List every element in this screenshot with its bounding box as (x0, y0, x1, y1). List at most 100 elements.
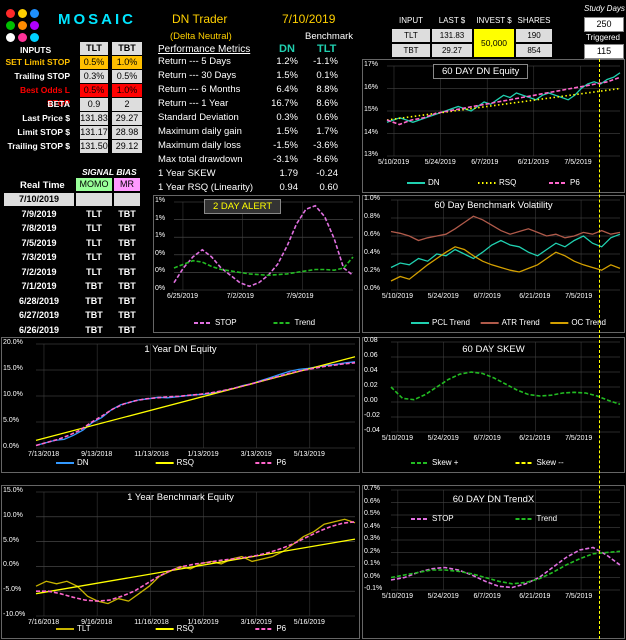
chart-1year-equity: 20.0% 15.0% 10.0% 5.0% 0.0% 7/13/2018 9/13/201… (1, 337, 360, 473)
y-tick-label: 0.2% (364, 547, 380, 555)
series-line-atr-trend (390, 215, 621, 242)
chart-60day-trendx: 0.7% 0.6% 0.5% 0.4% 0.3% 0.2% 0.1% 0.0% -0.1% 5/1… (362, 485, 625, 639)
y-tick-label: 0.08 (364, 337, 378, 344)
input-tlt-field[interactable]: 0.5% (80, 56, 108, 69)
y-tick-label: 5.0% (3, 536, 19, 544)
signal-momo: TBT (85, 281, 103, 291)
chart-1year-benchmark: 15.0% 10.0% 5.0% 0.0% -5.0% -10.0% 7/16/2018 9/… (1, 485, 360, 639)
input-tlt-field: 131.17 (80, 126, 108, 139)
x-tick-label: 5/10/2019 (381, 293, 414, 300)
y-tick-label: 0.7% (364, 485, 380, 492)
y-tick-label: 15% (364, 106, 379, 113)
metric-name: 1 Year RSQ (Linearity) (158, 182, 254, 193)
invest-header: INPUT (399, 16, 423, 25)
signal-momo: TBT (85, 295, 103, 306)
y-tick-label: 0.4% (364, 522, 380, 530)
chart-2day-alert: 1% 1% 1% 0% 0% 0% 6/25/2019 7/2/2019 7/9/2019 2 D… (153, 195, 360, 333)
chart-title: 60 Day Benchmark Volatility (434, 200, 553, 211)
y-tick-label: 1% (155, 197, 166, 204)
triggered-label: Triggered (586, 33, 620, 42)
y-tick-label: 1.0% (364, 195, 380, 202)
x-tick-label: 5/24/2019 (427, 435, 459, 442)
input-tbt-field[interactable]: 0.5% (112, 70, 142, 83)
signal-col-mr: MR (114, 178, 140, 191)
input-tlt-field: 131.50 (80, 140, 108, 153)
metric-dn-value: -1.5% (273, 140, 298, 151)
input-label: BETA (47, 99, 70, 109)
x-tick-label: 7/13/2018 (27, 451, 60, 458)
legend-label: DN (428, 178, 440, 187)
series-line-rsq (386, 87, 621, 121)
metrics-heading: Performance Metrics (158, 44, 251, 55)
series-line-oc-trend (390, 246, 621, 282)
x-tick-label: 1/16/2019 (187, 619, 219, 626)
series-line-rsq (35, 538, 356, 595)
logo-dot (30, 21, 39, 30)
metrics-col-tlt: TLT (317, 43, 337, 55)
x-tick-label: 9/16/2018 (81, 619, 113, 626)
series-line-stop (173, 204, 354, 288)
y-tick-label: 10.0% (3, 391, 23, 398)
input-tbt-field: 28.98 (112, 126, 142, 139)
metric-name: Maximum daily gain (158, 126, 242, 137)
signal-date: 6/27/2019 (18, 310, 60, 320)
input-label: Best Odds L STOP (19, 85, 70, 108)
invest-shares: 190 (516, 29, 552, 42)
signal-mr: TBT (118, 266, 136, 277)
report-date: 7/10/2019 (282, 12, 336, 26)
y-tick-label: 0.00 (364, 397, 378, 404)
chart-plot-area (390, 199, 621, 324)
metric-name: Return --- 6 Months (158, 84, 241, 95)
x-tick-label: 7/9/2019 (286, 293, 314, 300)
x-tick-label: 6/21/2019 (519, 593, 551, 600)
series-line-pcl-trend (390, 233, 621, 269)
x-tick-label: 7/2/2019 (226, 293, 254, 300)
chart-plot-area (386, 65, 621, 184)
signal-momo (76, 193, 112, 206)
metric-tlt-value: 1.7% (316, 126, 338, 137)
y-tick-label: 17% (364, 61, 379, 68)
study-days-value[interactable]: 250 (584, 17, 624, 32)
signal-momo: TLT (86, 252, 102, 262)
input-tlt-field[interactable]: 0.5% (80, 84, 108, 97)
x-tick-label: 5/24/2019 (427, 593, 459, 600)
legend-label: RSQ (499, 178, 517, 187)
metric-tlt-value: 0.6% (316, 112, 338, 123)
input-label: Last Price $ (22, 113, 70, 123)
x-tick-label: 6/21/2019 (519, 293, 551, 300)
input-label: Trailing STOP (14, 71, 70, 81)
metric-name: Max total drawdown (158, 154, 243, 165)
logo-text: MOSAIC (58, 11, 136, 28)
y-tick-label: 0.1% (364, 560, 380, 567)
metric-tlt-value: -8.6% (313, 154, 338, 165)
x-tick-label: 1/13/2019 (187, 451, 219, 458)
metric-dn-value: 0.3% (276, 112, 298, 123)
y-tick-label: 16% (364, 83, 379, 91)
series-line-p6 (386, 76, 621, 126)
chart-title: 60 DAY DN Equity (433, 64, 529, 79)
chart-60day-skew: 0.08 0.06 0.04 0.02 0.00 -0.02 -0.04 5/10/2019 5… (362, 337, 625, 473)
strategy-subtitle: (Delta Neutral) (170, 31, 232, 42)
input-label: SET Limit STOP (5, 57, 70, 67)
x-tick-label: 11/13/2018 (134, 451, 169, 458)
y-tick-label: 1% (155, 214, 166, 222)
series-line-trend (390, 550, 621, 585)
input-tbt-field[interactable]: 1.0% (112, 84, 142, 97)
x-tick-label: 3/13/2019 (240, 451, 272, 458)
logo-dot (18, 9, 27, 18)
input-tbt-field[interactable]: 1.0% (112, 56, 142, 69)
input-label: Trailing STOP $ (7, 141, 70, 151)
signal-momo: TLT (86, 237, 102, 248)
metric-dn-value: 1.5% (276, 126, 298, 137)
input-tlt-field[interactable]: 0.3% (80, 70, 108, 83)
x-tick-label: 7/5/2019 (565, 593, 593, 600)
x-tick-label: 7/5/2019 (564, 159, 592, 166)
invest-amount-field[interactable]: 50,000 (474, 29, 514, 57)
logo-dot (30, 9, 39, 18)
series-line-dn (386, 72, 621, 123)
input-tbt-field: 29.27 (112, 112, 142, 125)
signal-mr: TBT (118, 324, 136, 335)
invest-header: INVEST $ (476, 16, 512, 25)
y-tick-label: 0.0% (364, 572, 380, 580)
signal-mr: TBT (118, 281, 136, 291)
